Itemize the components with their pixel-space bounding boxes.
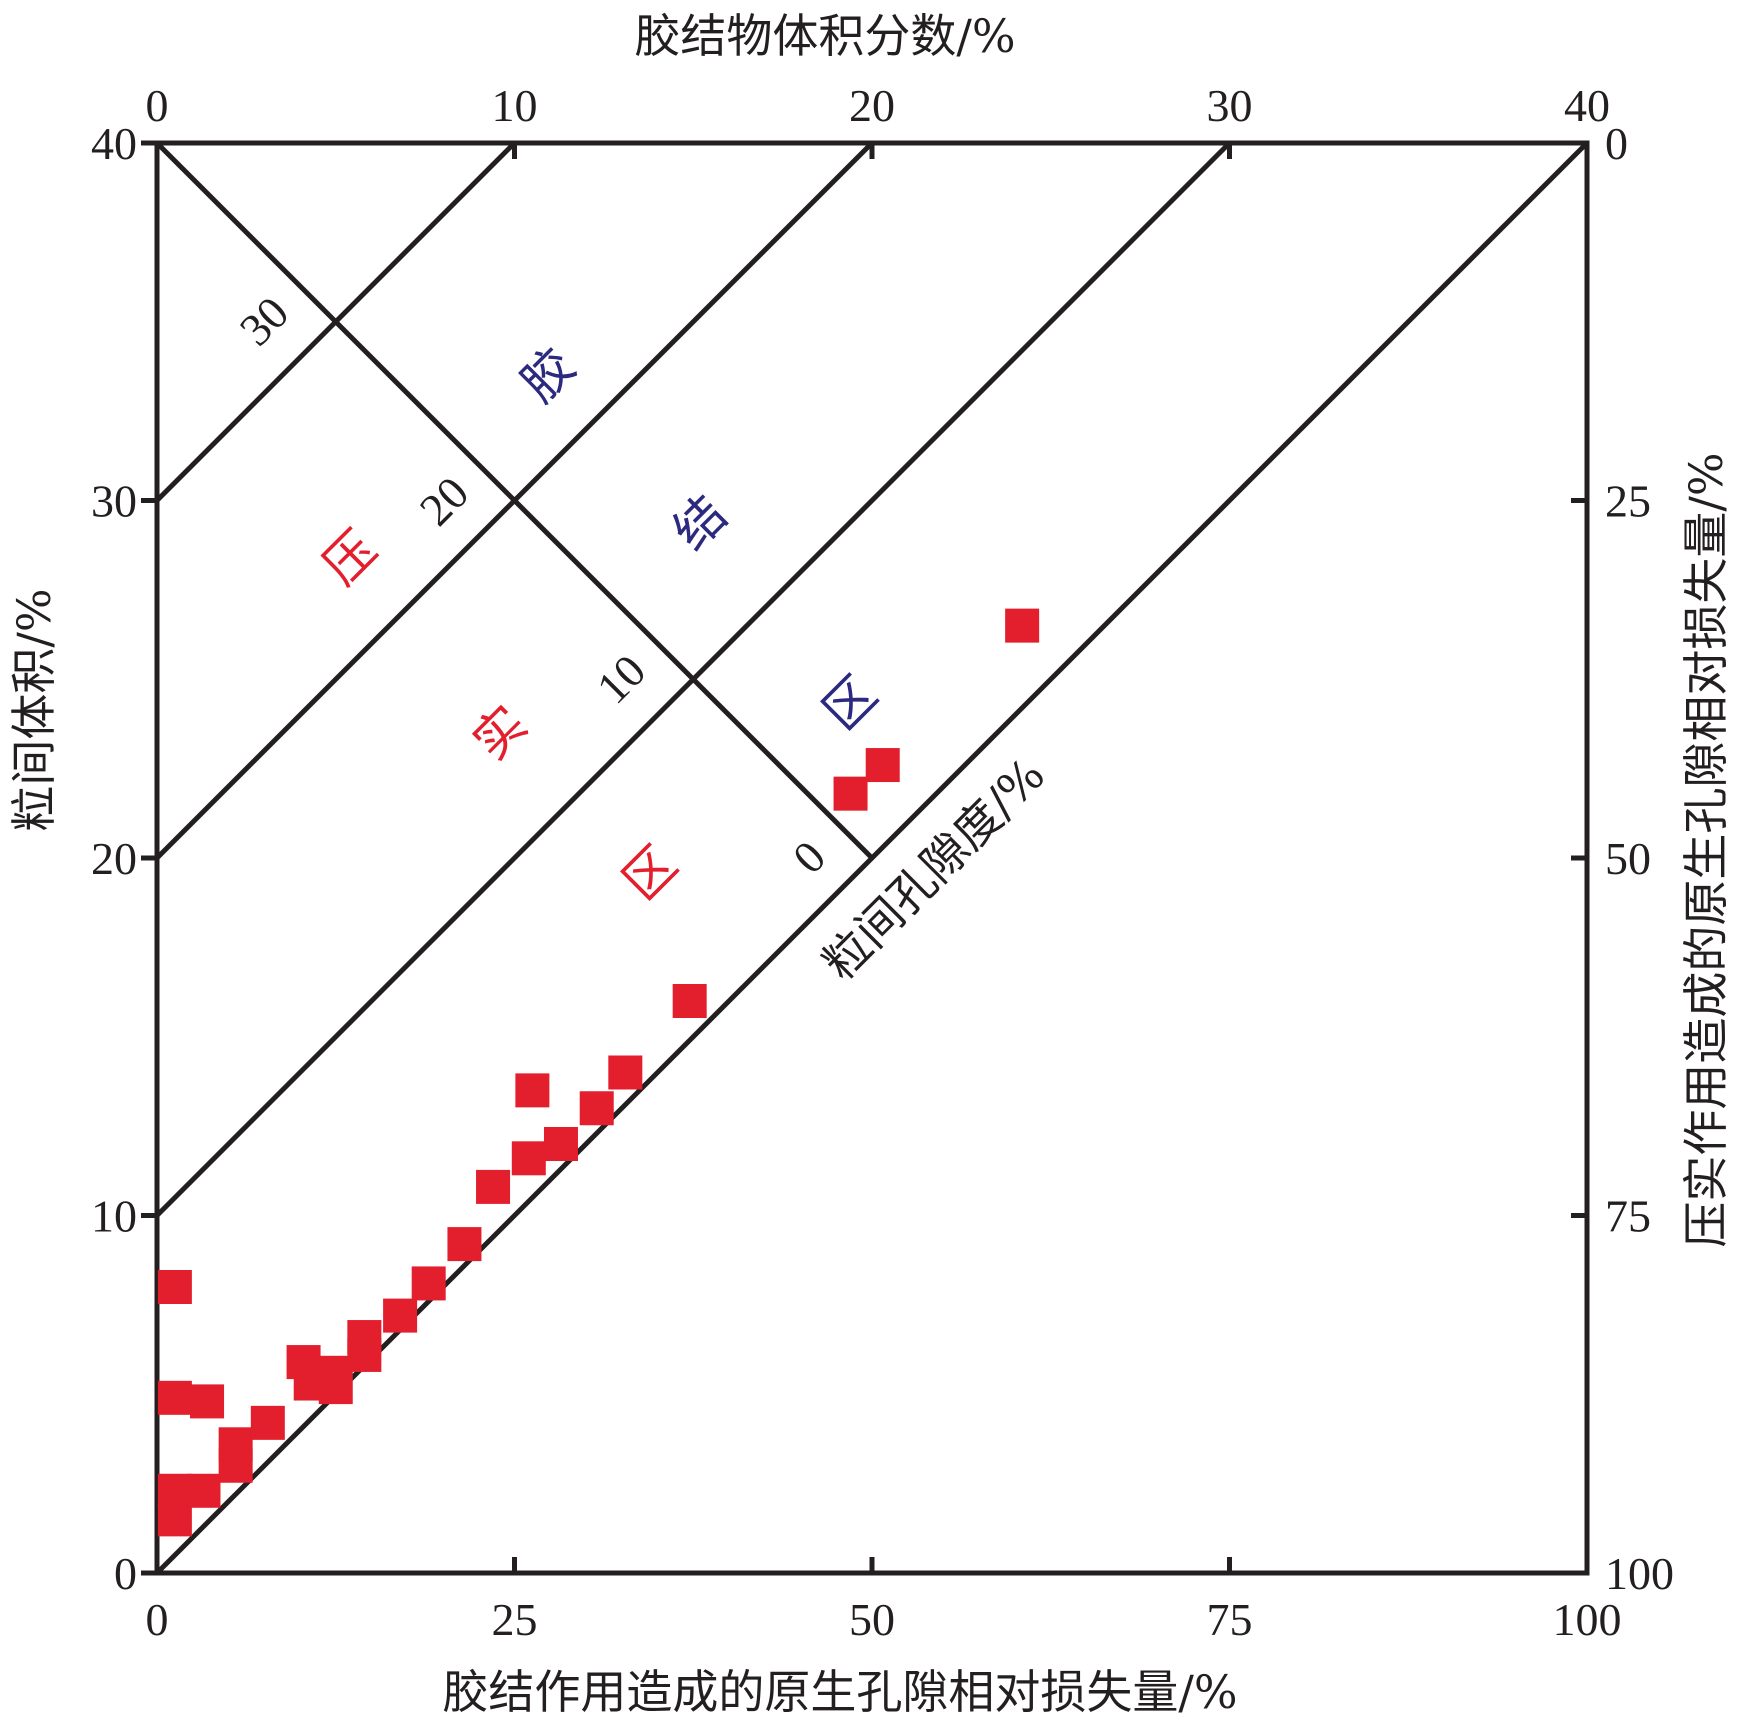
cementation-zone-char-2: 结 xyxy=(662,485,738,561)
data-point-24 xyxy=(672,984,707,1018)
diagonal-lines xyxy=(155,141,1589,1575)
data-point-17 xyxy=(447,1227,482,1262)
data-point-21 xyxy=(543,1127,578,1161)
left-axis-title: 粒间体积/% xyxy=(7,588,61,831)
data-point-1 xyxy=(157,1380,192,1415)
right-tick-label: 100 xyxy=(1605,1548,1674,1599)
left-tick-label: 0 xyxy=(114,1548,137,1599)
data-point-16 xyxy=(411,1266,446,1301)
left-tick-label: 40 xyxy=(91,118,137,169)
data-point-22 xyxy=(579,1091,614,1126)
right-tick-label: 75 xyxy=(1605,1191,1651,1242)
porosity-label-20: 20 xyxy=(410,467,479,536)
right-tick-label: 0 xyxy=(1605,118,1628,169)
porosity-label-0: 0 xyxy=(783,831,835,883)
data-point-25 xyxy=(833,776,868,811)
bottom-tick-label: 0 xyxy=(146,1594,169,1645)
data-point-7 xyxy=(218,1448,253,1483)
right-axis-title: 压实作用造成的原生孔隙相对损失量/% xyxy=(1679,452,1733,1247)
data-point-18 xyxy=(476,1169,511,1204)
top-tick-label: 20 xyxy=(849,80,895,131)
data-point-23 xyxy=(608,1055,643,1090)
data-point-3 xyxy=(157,1473,192,1508)
data-point-26 xyxy=(865,748,900,783)
left-tick-label: 30 xyxy=(91,476,137,527)
bottom-tick-label: 25 xyxy=(492,1594,538,1645)
data-point-20 xyxy=(515,1073,550,1108)
left-tick-label: 20 xyxy=(91,833,137,884)
top-tick-label: 30 xyxy=(1207,80,1253,131)
data-point-12 xyxy=(318,1370,353,1405)
data-points xyxy=(157,608,1040,1537)
data-point-2 xyxy=(190,1384,225,1419)
compaction-zone-char-3: 区 xyxy=(612,835,688,911)
data-point-8 xyxy=(250,1405,285,1440)
compaction-zone-char-1: 压 xyxy=(312,520,388,596)
right-tick-label: 25 xyxy=(1605,476,1651,527)
top-tick-label: 0 xyxy=(146,80,169,131)
data-point-14 xyxy=(347,1337,382,1372)
porosity-label-10: 10 xyxy=(587,645,656,714)
bottom-tick-label: 100 xyxy=(1553,1594,1622,1645)
right-tick-label: 50 xyxy=(1605,833,1651,884)
data-point-19 xyxy=(511,1141,546,1176)
left-tick-label: 10 xyxy=(91,1191,137,1242)
data-point-15 xyxy=(383,1298,418,1333)
top-axis-title: 胶结物体积分数/% xyxy=(634,9,1015,63)
bottom-tick-label: 50 xyxy=(849,1594,895,1645)
data-point-27 xyxy=(1005,608,1040,643)
top-tick-label: 10 xyxy=(492,80,538,131)
bottom-tick-label: 75 xyxy=(1207,1594,1253,1645)
data-point-5 xyxy=(186,1473,221,1508)
data-point-4 xyxy=(157,1502,192,1537)
cementation-zone-char-3: 区 xyxy=(812,665,888,741)
compaction-boundary-line xyxy=(155,141,874,860)
porosity-label-30: 30 xyxy=(230,287,299,356)
compaction-zone-char-2: 实 xyxy=(462,695,538,771)
top-tick-label: 40 xyxy=(1564,80,1610,131)
cementation-zone-char-1: 胶 xyxy=(510,337,586,413)
bottom-axis-title: 胶结作用造成的原生孔隙相对损失量/% xyxy=(442,1665,1237,1719)
data-point-0 xyxy=(157,1270,192,1304)
